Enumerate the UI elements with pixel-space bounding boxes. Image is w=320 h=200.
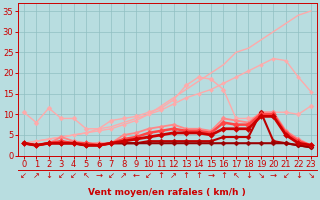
X-axis label: Vent moyen/en rafales ( km/h ): Vent moyen/en rafales ( km/h ) (88, 188, 246, 197)
